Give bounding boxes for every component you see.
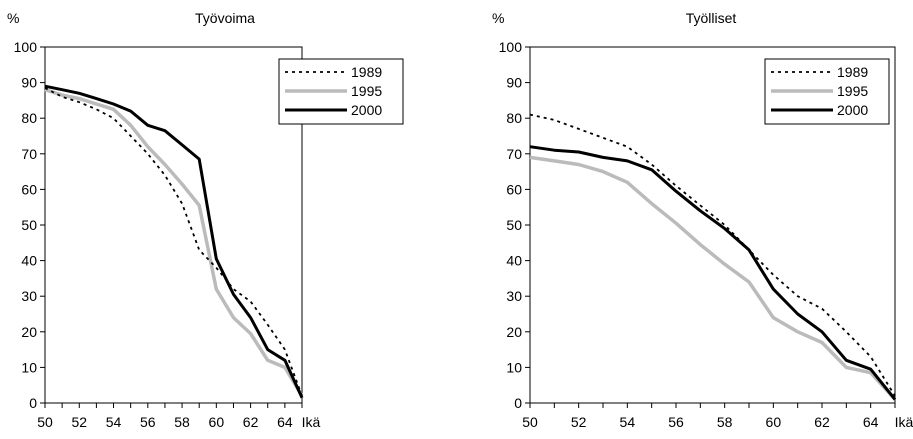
legend-label-1989: 1989 xyxy=(837,64,868,80)
legend-label-1995: 1995 xyxy=(837,83,868,99)
x-tick-label: 62 xyxy=(243,414,259,430)
y-tick-label: 100 xyxy=(14,39,38,55)
chart-panel-2: Työlliset% 0 10 20 30 40 50 60 70 80 90 100 50 52 54 56… xyxy=(492,10,913,430)
y-tick-label: 70 xyxy=(21,146,37,162)
x-tick-label: 52 xyxy=(571,414,587,430)
x-tick-label: 64 xyxy=(277,414,293,430)
y-tick-label: 0 xyxy=(514,395,522,411)
y-tick-label: 30 xyxy=(21,288,37,304)
x-tick-label: 52 xyxy=(71,414,87,430)
legend-label-1995: 1995 xyxy=(351,83,382,99)
y-tick-label: 80 xyxy=(21,110,37,126)
y-tick-label: 0 xyxy=(29,395,37,411)
y-axis-label: % xyxy=(492,10,504,26)
x-tick-label: 58 xyxy=(174,414,190,430)
x-axis-label: Ikä xyxy=(895,414,913,430)
x-tick-label: 60 xyxy=(766,414,782,430)
x-tick-label: 62 xyxy=(814,414,830,430)
chart-title: Työvoima xyxy=(195,10,255,26)
x-tick-label: 50 xyxy=(37,414,53,430)
x-tick-label: 60 xyxy=(209,414,225,430)
y-tick-label: 20 xyxy=(506,324,522,340)
y-tick-label: 80 xyxy=(506,110,522,126)
x-tick-label: 56 xyxy=(140,414,156,430)
y-tick-label: 30 xyxy=(506,288,522,304)
series-line-1995 xyxy=(44,88,304,397)
chart-title: Työlliset xyxy=(686,10,737,26)
x-tick-label: 58 xyxy=(717,414,733,430)
chart-panel-1: Työvoima% 0 10 20 30 40 50 60 70 80 90 100 50 52 54 56 5… xyxy=(7,10,404,430)
series-line-1989 xyxy=(44,87,303,397)
y-tick-label: 40 xyxy=(21,253,37,269)
legend-label-1989: 1989 xyxy=(351,64,382,80)
y-tick-label: 100 xyxy=(499,39,523,55)
legend-label-2000: 2000 xyxy=(351,102,382,118)
x-tick-label: 54 xyxy=(620,414,636,430)
series-line-1989 xyxy=(529,113,896,397)
series-line-2000 xyxy=(44,84,304,399)
x-tick-label: 56 xyxy=(668,414,684,430)
series-line-2000 xyxy=(529,145,897,401)
legend-label-2000: 2000 xyxy=(837,102,868,118)
series-line-1995 xyxy=(529,155,897,401)
y-tick-label: 40 xyxy=(506,253,522,269)
y-tick-label: 20 xyxy=(21,324,37,340)
x-axis-label: Ikä xyxy=(302,414,321,430)
y-tick-label: 60 xyxy=(21,181,37,197)
y-tick-label: 60 xyxy=(506,181,522,197)
y-tick-label: 10 xyxy=(21,359,37,375)
x-tick-label: 64 xyxy=(863,414,879,430)
y-tick-label: 70 xyxy=(506,146,522,162)
x-tick-label: 54 xyxy=(106,414,122,430)
y-tick-label: 10 xyxy=(506,359,522,375)
y-tick-label: 90 xyxy=(506,75,522,91)
legend: 1989 1995 2000 xyxy=(278,58,404,125)
y-axis-label: % xyxy=(7,10,19,26)
y-tick-label: 50 xyxy=(21,217,37,233)
legend: 1989 1995 2000 xyxy=(764,58,890,125)
y-tick-label: 90 xyxy=(21,75,37,91)
y-tick-label: 50 xyxy=(506,217,522,233)
x-tick-label: 50 xyxy=(522,414,538,430)
